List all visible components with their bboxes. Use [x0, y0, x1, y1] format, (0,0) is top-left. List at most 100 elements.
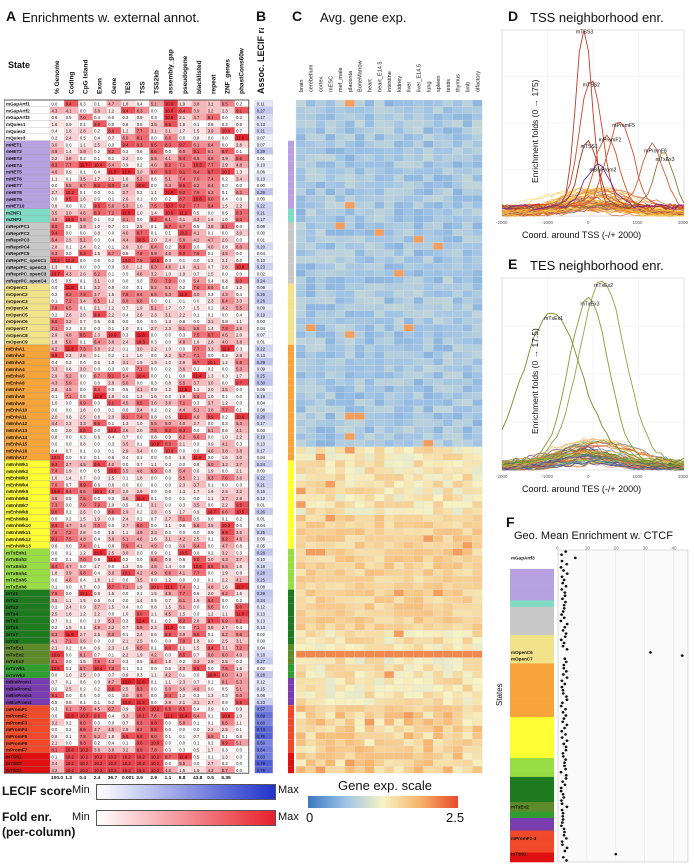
expression-cell	[295, 671, 306, 679]
fold-value: 1.1	[194, 387, 200, 392]
fold-value: 3.1	[236, 639, 242, 644]
fold-value: 4.8	[80, 537, 86, 542]
fold-value: 8.3	[80, 741, 86, 746]
fold-value: 0.7	[123, 625, 129, 630]
state-group-cell	[288, 365, 294, 372]
expression-cell	[305, 324, 316, 332]
expression-cell	[354, 569, 365, 577]
fold-value: 0.1	[151, 231, 157, 236]
expression-cell	[315, 99, 326, 107]
fold-value: 1.6	[151, 394, 157, 399]
expression-cell	[433, 412, 444, 420]
state-label: mEnhWk8	[6, 510, 29, 515]
lecif-value: 0.01	[257, 156, 266, 161]
fold-value: 1.2	[222, 360, 228, 365]
fold-value: 0.1	[194, 741, 200, 746]
fold-value: 10.3	[194, 163, 203, 168]
expression-cell	[384, 446, 395, 454]
state-label: mOpenC3	[6, 299, 28, 304]
expression-cell	[315, 562, 326, 570]
expression-cell	[452, 263, 463, 271]
fold-value: 0.3	[236, 659, 242, 664]
expression-cell	[354, 201, 365, 209]
expression-cell	[325, 541, 336, 549]
fold-value: 9.7	[179, 142, 185, 147]
fold-value: 2.7	[208, 700, 214, 705]
fold-value: 0.0	[80, 374, 86, 379]
expression-cell	[374, 113, 385, 121]
fold-value: 6.9	[222, 618, 228, 623]
expression-cell	[452, 439, 463, 447]
fold-value: 0.5	[80, 394, 86, 399]
expression-cell	[384, 324, 395, 332]
fold-value: 0.0	[151, 666, 157, 671]
expression-cell	[315, 174, 326, 182]
lecif-value: 0.59	[257, 741, 266, 746]
fold-value: 9.6	[236, 700, 242, 705]
expression-cell	[354, 535, 365, 543]
expression-cell	[354, 439, 365, 447]
expression-cell	[433, 283, 444, 291]
expression-cell	[364, 467, 375, 475]
fold-value: 10.0	[165, 448, 174, 453]
fold-value: 0.6	[108, 455, 114, 460]
fold-value: 1.5	[80, 659, 86, 664]
fold-value: 0.5	[222, 686, 228, 691]
expression-cell	[374, 297, 385, 305]
expression-cell	[364, 276, 375, 284]
expression-cell	[403, 528, 414, 536]
fold-value: 2.0	[208, 591, 214, 596]
fold-value: 4.0	[123, 231, 129, 236]
expression-cell	[374, 419, 385, 427]
expression-cell	[335, 460, 346, 468]
expression-cell	[433, 419, 444, 427]
fold-value: 0.6	[52, 544, 58, 549]
expression-cell	[472, 684, 483, 692]
fold-value: 0.1	[179, 299, 185, 304]
expression-cell	[423, 378, 434, 386]
fold-value: 8.7	[208, 333, 214, 338]
lecif-value: 0.17	[257, 217, 266, 222]
expression-cell	[393, 283, 404, 291]
fold-value: 9.3	[52, 523, 58, 528]
fold-value: 0.1	[151, 618, 157, 623]
expression-cell	[462, 528, 473, 536]
expression-cell	[335, 229, 346, 237]
fold-value: 1.0	[94, 224, 100, 229]
fold-value: 0.0	[222, 272, 228, 277]
fold-value: 0.0	[236, 401, 242, 406]
expression-cell	[403, 133, 414, 141]
expression-cell	[305, 263, 316, 271]
expression-cell	[325, 405, 336, 413]
expression-cell	[344, 582, 355, 590]
fold-value: 7.1	[123, 584, 129, 589]
expression-cell	[462, 222, 473, 230]
state-group-cell	[288, 385, 294, 393]
fold-value: 3.6	[80, 639, 86, 644]
fold-value: 6.0	[179, 149, 185, 154]
fold-value: 7.6	[194, 251, 200, 256]
expression-cell	[315, 623, 326, 631]
expression-cell	[364, 303, 375, 311]
expression-cell	[374, 195, 385, 203]
fold-value: 0.0	[94, 476, 100, 481]
fold-value: 0.8	[222, 278, 228, 283]
fold-value: 1.0	[165, 346, 171, 351]
expression-cell	[462, 501, 473, 509]
column-header: repeat	[210, 74, 217, 94]
expression-cell	[315, 569, 326, 577]
expression-cell	[413, 208, 424, 216]
expression-cell	[344, 507, 355, 515]
expression-cell	[393, 161, 404, 169]
column-total: 1.3	[65, 775, 72, 781]
expression-cell	[325, 310, 336, 318]
fold-value: 6.6	[165, 571, 171, 576]
expression-cell	[344, 351, 355, 359]
lecif-value: 0.12	[257, 496, 266, 501]
expression-cell	[305, 229, 316, 237]
fold-value: 0.0	[151, 367, 157, 372]
fold-value: 0.0	[66, 231, 72, 236]
fold-value: 2.1	[179, 442, 185, 447]
expression-cell	[413, 521, 424, 529]
expression-cell	[472, 616, 483, 624]
